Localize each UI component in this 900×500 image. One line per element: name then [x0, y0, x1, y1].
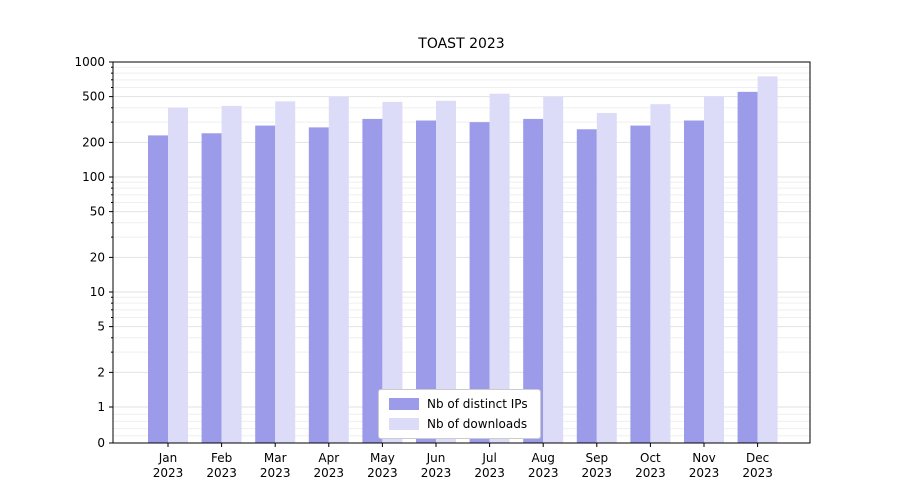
x-axis-tick-label-year: 2023 [635, 466, 666, 480]
bar-downloads-aug [543, 96, 564, 444]
bar-distinct-ips-may [362, 118, 383, 444]
legend-item-distinct-ips: Nb of distinct IPs [389, 397, 528, 411]
x-axis-tick-label-month: Aug [531, 451, 554, 465]
bar-distinct-ips-mar [255, 125, 276, 443]
bar-downloads-feb [221, 105, 242, 443]
x-axis-tick-label-month: Feb [211, 451, 232, 465]
bar-distinct-ips-nov [684, 120, 704, 443]
bar-distinct-ips-feb [201, 133, 222, 444]
x-axis-tick-label-month: Oct [640, 451, 661, 465]
x-axis-tick-label-month: Jan [158, 451, 178, 465]
bar-distinct-ips-jun [416, 120, 436, 443]
y-axis-tick-label: 2 [97, 365, 105, 379]
bar-distinct-ips-apr [308, 127, 329, 444]
x-axis-tick-label-year: 2023 [582, 466, 613, 480]
x-axis-tick-label-year: 2023 [260, 466, 291, 480]
bar-downloads-apr [328, 96, 349, 444]
legend: Nb of distinct IPs Nb of downloads [378, 389, 541, 439]
x-axis-tick-label-year: 2023 [474, 466, 505, 480]
bar-distinct-ips-oct [630, 125, 651, 443]
x-axis-tick-label-year: 2023 [367, 466, 398, 480]
bar-distinct-ips-sep [576, 129, 597, 443]
bar-downloads-mar [275, 101, 296, 444]
bar-downloads-sep [596, 113, 617, 444]
x-axis-tick-label-month: Apr [318, 451, 339, 465]
x-axis-tick-label-month: Mar [264, 451, 287, 465]
legend-label-downloads: Nb of downloads [427, 417, 528, 431]
bar-distinct-ips-jul [469, 122, 490, 444]
x-axis-tick-label-year: 2023 [689, 466, 720, 480]
x-axis-tick-label-month: May [370, 451, 395, 465]
bar-downloads-dec [757, 76, 778, 444]
y-axis-tick-label: 5 [97, 320, 105, 334]
x-axis-tick-label-month: Dec [746, 451, 769, 465]
x-axis-tick-label-month: Jun [426, 451, 446, 465]
legend-swatch-downloads [389, 418, 419, 430]
y-axis-tick-label: 20 [90, 250, 105, 264]
plot-frame [112, 61, 811, 444]
legend-swatch-distinct-ips [389, 398, 419, 410]
bar-distinct-ips-jan [148, 135, 168, 443]
x-axis-tick-label-year: 2023 [153, 466, 184, 480]
bar-downloads-jul [489, 93, 510, 443]
bar-downloads-jan [168, 107, 188, 444]
bar-downloads-oct [650, 104, 671, 444]
y-axis-tick-label: 200 [82, 135, 105, 149]
x-axis-tick-label-month: Sep [585, 451, 608, 465]
bar-downloads-nov [704, 96, 724, 443]
bar-downloads-may [382, 101, 403, 444]
x-axis-tick-label-year: 2023 [742, 466, 773, 480]
x-axis-tick-label-year: 2023 [206, 466, 237, 480]
bar-downloads-jun [436, 100, 456, 444]
y-axis-tick-label: 1000 [74, 55, 105, 69]
y-axis-tick-label: 0 [97, 436, 105, 450]
bar-distinct-ips-aug [523, 118, 544, 444]
x-axis-tick-label-month: Nov [692, 451, 715, 465]
y-axis-tick-label: 100 [82, 170, 105, 184]
x-axis-tick-label-month: Jul [481, 451, 496, 465]
legend-item-downloads: Nb of downloads [389, 417, 528, 431]
x-axis-tick-label-year: 2023 [314, 466, 345, 480]
legend-label-distinct-ips: Nb of distinct IPs [427, 397, 528, 411]
chart-title: TOAST 2023 [418, 36, 505, 52]
y-axis-tick-label: 50 [90, 205, 105, 219]
x-axis-tick-label-year: 2023 [528, 466, 559, 480]
x-axis-tick-label-year: 2023 [421, 466, 452, 480]
y-axis-tick-label: 500 [82, 90, 105, 104]
y-axis-tick-label: 10 [90, 285, 105, 299]
bar-distinct-ips-dec [737, 91, 758, 444]
y-axis-tick-label: 1 [97, 400, 105, 414]
